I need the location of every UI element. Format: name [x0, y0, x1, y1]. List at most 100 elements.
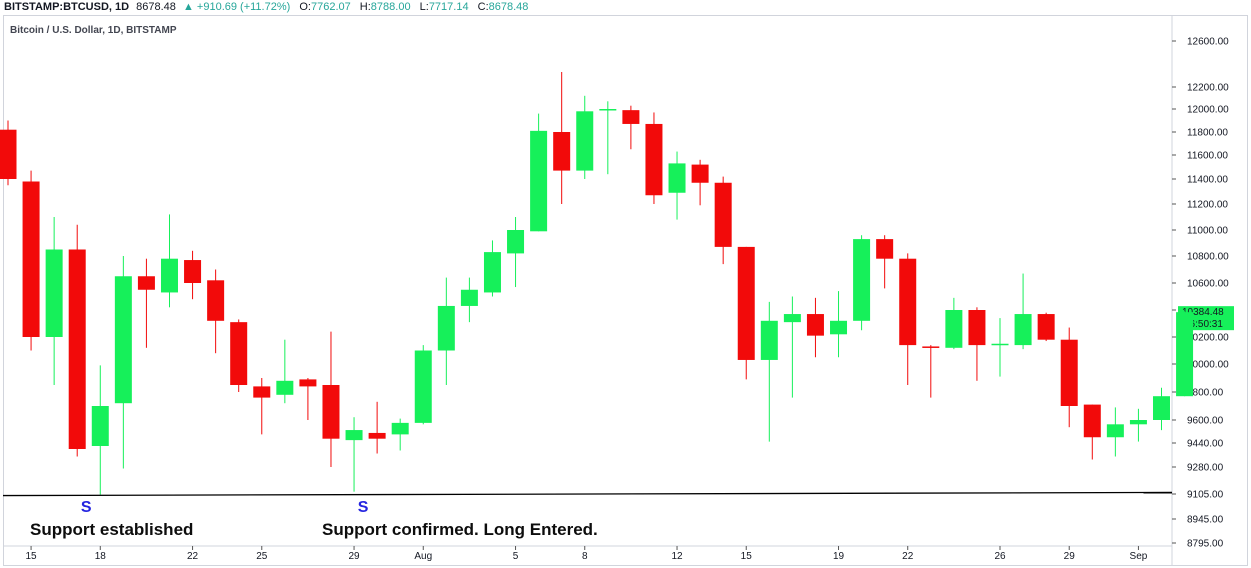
drawings: S S Support established Support confirmed. …	[2, 491, 1173, 539]
candle	[207, 269, 225, 354]
candle	[714, 176, 732, 265]
support-trendline[interactable]	[2, 491, 1173, 497]
candle-body	[345, 430, 363, 441]
candle-body	[483, 252, 501, 293]
candle-body	[368, 432, 386, 439]
price-tick-label: 12600.00	[1187, 37, 1229, 48]
candle	[368, 401, 386, 454]
time-tick-label: 25	[256, 551, 268, 562]
price-tick-label: 9105.00	[1187, 490, 1224, 501]
support-marker: S	[81, 499, 92, 516]
candle-body	[160, 258, 178, 293]
candle-body	[714, 182, 732, 247]
candle	[691, 159, 709, 206]
close-label: C:	[477, 1, 489, 13]
annotation-text: Support established	[30, 520, 193, 539]
candle-body	[437, 305, 455, 351]
candle	[437, 277, 455, 385]
candle	[483, 240, 501, 297]
time-tick-label: 29	[1064, 551, 1076, 562]
candle-body	[45, 249, 63, 337]
support-marker: S	[358, 499, 369, 516]
time-tick-label: 19	[833, 551, 845, 562]
low-value: 7717.14	[428, 1, 469, 13]
candle	[230, 319, 248, 392]
price-tick-label: 10800.00	[1187, 252, 1229, 263]
candle-body	[1083, 404, 1101, 438]
price-tick-label: 9440.00	[1187, 439, 1224, 450]
price-tick-label: 10600.00	[1187, 279, 1229, 290]
candle	[1060, 327, 1078, 428]
candle-body	[599, 109, 617, 111]
candle-body	[0, 129, 17, 179]
open-value: 7762.07	[310, 1, 351, 13]
candle-body	[507, 230, 525, 254]
close-value: 8678.48	[488, 1, 529, 13]
price-tick-label: 11600.00	[1187, 151, 1228, 162]
candle	[322, 331, 340, 467]
candle	[899, 253, 917, 385]
candle	[830, 291, 848, 358]
candle	[1037, 312, 1055, 342]
candle-body	[253, 386, 271, 398]
open-label: O:	[299, 1, 311, 13]
candle	[622, 105, 640, 150]
candle	[1083, 404, 1101, 460]
price-tick-label: 9600.00	[1187, 416, 1224, 427]
candle-body	[991, 343, 1009, 346]
candle-body	[91, 406, 109, 446]
candle	[345, 417, 363, 492]
symbol-header: BITSTAMP:BTCUSD, 1D 8678.48 ▲ +910.69 (+…	[4, 0, 528, 14]
candle-body	[622, 110, 640, 124]
high-value: 8788.00	[370, 1, 411, 13]
candle	[137, 258, 155, 348]
candle-body	[1176, 312, 1194, 397]
price-tick-label: 10000.00	[1187, 360, 1229, 371]
candle	[968, 307, 986, 381]
time-axis[interactable]: 15 18 22 25 29 Aug 5 8 12 15 19 22 26 29 Sep	[3, 545, 1172, 562]
candle-body	[830, 320, 848, 335]
price-axis[interactable]: 12600.00 12200.00 12000.00 11800.00 11600.00…	[1171, 16, 1234, 565]
candle-body	[691, 164, 709, 183]
candle	[160, 214, 178, 308]
candle-body	[414, 350, 432, 423]
candle	[460, 277, 478, 323]
price-tick-label: 11400.00	[1187, 175, 1228, 186]
candle	[184, 250, 202, 300]
time-tick-label: 29	[348, 551, 360, 562]
candle-body	[899, 258, 917, 346]
time-tick-label: 8	[582, 551, 588, 562]
time-tick-label: 15	[26, 551, 38, 562]
candle	[507, 217, 525, 288]
candle	[0, 120, 17, 186]
price-change: ▲ +910.69 (+11.72%)	[182, 1, 291, 13]
candle	[945, 297, 963, 350]
time-tick-label: 15	[741, 551, 753, 562]
price-tick-label: 12000.00	[1187, 105, 1229, 116]
candle-body	[876, 239, 894, 259]
candle	[599, 101, 617, 175]
candle-body	[737, 246, 755, 360]
candle-body	[22, 181, 40, 337]
last-price-axis-label: 10384.48	[1182, 307, 1224, 318]
price-tick-label: 9280.00	[1187, 463, 1224, 474]
time-tick-label: Aug	[414, 551, 432, 562]
chart-frame	[3, 15, 1248, 566]
candle	[668, 151, 686, 220]
candle	[922, 345, 940, 398]
candle	[876, 235, 894, 289]
candle	[737, 246, 755, 380]
candle	[991, 318, 1009, 377]
candle-body	[1060, 339, 1078, 406]
candle-body	[391, 422, 409, 435]
price-tick-label: 12200.00	[1187, 83, 1229, 94]
candles	[0, 72, 1194, 495]
candle	[783, 296, 801, 398]
time-tick-label: 22	[902, 551, 914, 562]
candle	[530, 113, 548, 232]
candle	[91, 365, 109, 495]
candle-body	[806, 314, 824, 336]
candle-body	[276, 380, 294, 395]
candle-body	[668, 163, 686, 193]
